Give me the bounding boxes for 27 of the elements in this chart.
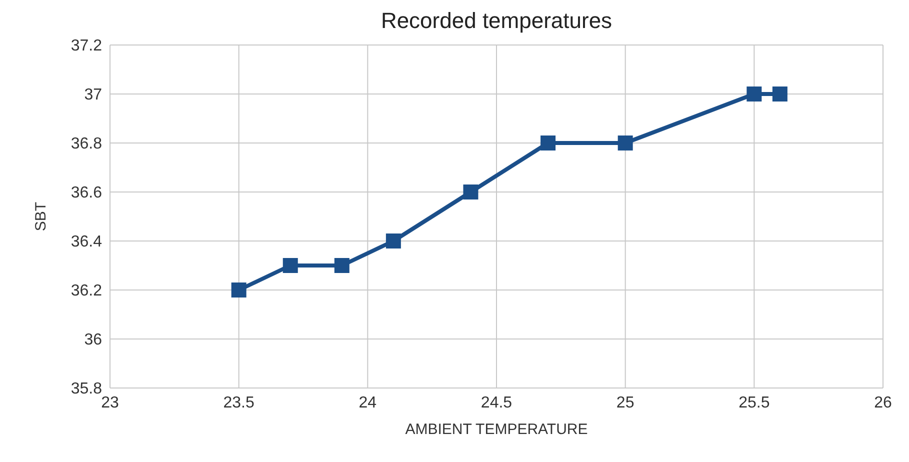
- x-tick-label: 24: [358, 394, 377, 412]
- chart-title: Recorded temperatures: [380, 8, 614, 34]
- point: [334, 258, 350, 273]
- x-tick-label: 23.5: [223, 394, 255, 412]
- point: [386, 234, 401, 248]
- point: [463, 184, 478, 200]
- x-tick-label: 25: [616, 394, 634, 412]
- y-tick-label: 36: [84, 332, 102, 349]
- x-axis-title: AMBIENT TEMPERATURE: [405, 421, 588, 438]
- y-tick-label: 36.6: [70, 184, 102, 202]
- point: [772, 86, 788, 102]
- x-tick-label: 26: [874, 394, 892, 412]
- point: [618, 136, 633, 150]
- y-tick-label: 35.8: [70, 380, 102, 398]
- x-tick-label: 24.5: [480, 394, 512, 412]
- point: [746, 86, 762, 102]
- point: [540, 136, 556, 150]
- point: [282, 258, 298, 273]
- x-tick-label: 25.5: [738, 394, 770, 412]
- y-tick-label: 36.2: [70, 282, 102, 300]
- point: [231, 282, 246, 298]
- y-tick-label: 37.2: [70, 38, 102, 55]
- y-tick-label: 37: [84, 86, 102, 104]
- y-axis-title: SBT: [32, 202, 50, 232]
- y-tick-label: 36.8: [70, 136, 102, 153]
- x-tick-label: 23: [101, 394, 119, 412]
- y-tick-label: 36.4: [70, 234, 102, 251]
